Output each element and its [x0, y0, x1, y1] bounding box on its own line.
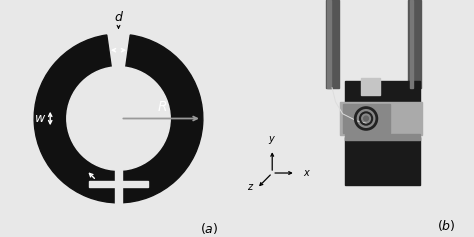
Bar [340, 102, 422, 135]
Circle shape [364, 116, 368, 121]
Text: $y$: $y$ [268, 134, 276, 146]
Text: $d$: $d$ [113, 10, 124, 24]
Bar [408, 0, 421, 88]
Bar [116, 170, 121, 204]
Text: $w$: $w$ [34, 112, 46, 125]
Wedge shape [34, 35, 203, 203]
Text: $x$: $x$ [303, 168, 311, 178]
Bar [361, 78, 380, 95]
Bar [345, 81, 420, 107]
Text: $(a)$: $(a)$ [200, 221, 218, 237]
Bar [345, 137, 420, 185]
Text: $(b)$: $(b)$ [437, 218, 455, 233]
Bar [326, 0, 339, 88]
Bar [328, 0, 331, 88]
Circle shape [67, 67, 170, 170]
Text: $z$: $z$ [247, 182, 254, 192]
Text: $R$: $R$ [157, 100, 167, 114]
Bar [410, 0, 413, 88]
Bar [343, 104, 390, 133]
Bar [89, 181, 148, 187]
Bar [345, 134, 420, 140]
